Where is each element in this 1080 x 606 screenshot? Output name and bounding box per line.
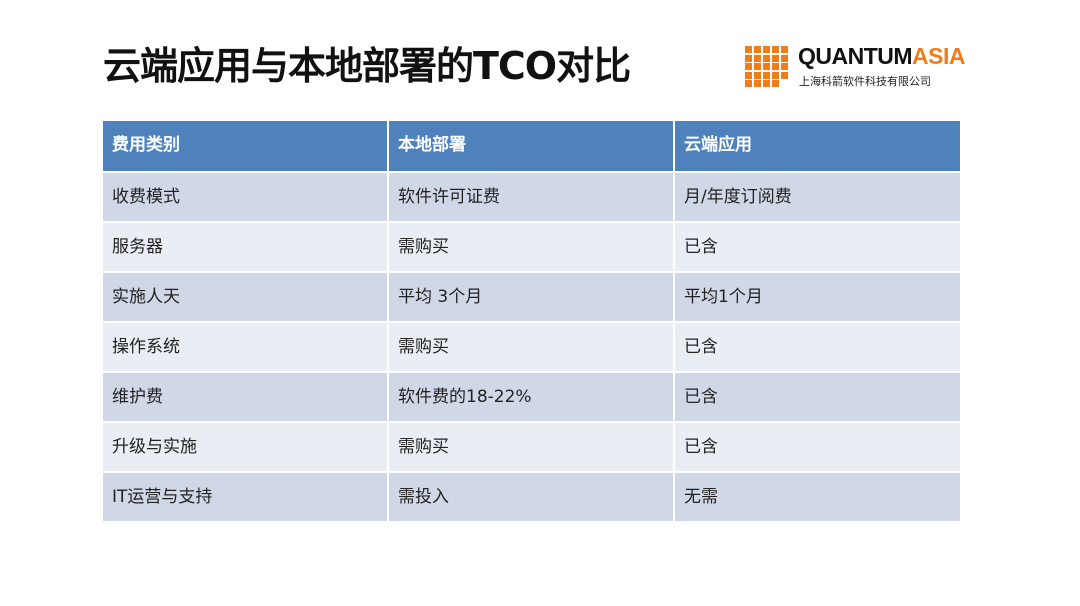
table-row: 实施人天 平均 3个月 平均1个月 — [103, 272, 960, 323]
logo-dot — [763, 63, 770, 70]
logo-dot — [745, 71, 752, 79]
table-header-row: 费用类别 本地部署 云端应用 — [103, 121, 960, 173]
logo-dot — [754, 46, 761, 53]
tco-comparison-table: 费用类别 本地部署 云端应用 收费模式 软件许可证费 月/年度订阅费 服务器 需… — [103, 121, 960, 523]
logo-dot — [763, 46, 770, 53]
table-cell: 收费模式 — [103, 172, 388, 223]
logo-dot — [781, 63, 788, 70]
table-cell: 需购买 — [387, 322, 674, 373]
table-cell: 需购买 — [387, 222, 674, 273]
logo-dot — [781, 46, 788, 53]
logo-dot — [745, 80, 752, 87]
logo-dot — [745, 63, 752, 70]
logo-dot — [754, 80, 761, 87]
table-cell: 实施人天 — [103, 272, 388, 323]
logo-grid-icon — [745, 46, 791, 88]
logo-dot — [754, 71, 761, 79]
logo-dot — [772, 71, 779, 79]
company-logo: QUANTUMASIA 上海科箭软件科技有限公司 — [745, 43, 965, 90]
table-cell: 无需 — [673, 472, 960, 523]
logo-dot — [754, 63, 761, 70]
logo-dot — [772, 46, 779, 53]
logo-dot — [772, 54, 779, 62]
logo-word-main: QUANTUM — [798, 43, 913, 69]
table-cell: 服务器 — [103, 222, 388, 273]
table-row: 服务器 需购买 已含 — [103, 222, 960, 273]
logo-dot — [763, 80, 770, 87]
table-cell: 需投入 — [387, 472, 674, 523]
logo-dot — [745, 46, 752, 53]
table-cell: 平均 3个月 — [387, 272, 674, 323]
logo-dot — [763, 54, 770, 62]
table-cell: 软件许可证费 — [387, 172, 674, 223]
logo-word-accent: ASIA — [912, 43, 965, 69]
table-cell: 已含 — [673, 322, 960, 373]
table-cell: 月/年度订阅费 — [673, 172, 960, 223]
logo-dot — [754, 54, 761, 62]
slide-title: 云端应用与本地部署的TCO对比 — [103, 44, 631, 88]
logo-subtitle: 上海科箭软件科技有限公司 — [799, 75, 931, 88]
table-cell: 已含 — [673, 422, 960, 473]
header-cell-cloud: 云端应用 — [673, 121, 960, 173]
table-row: IT运营与支持 需投入 无需 — [103, 472, 960, 523]
table-row: 操作系统 需购买 已含 — [103, 322, 960, 373]
table-cell: 升级与实施 — [103, 422, 388, 473]
logo-wordmark: QUANTUMASIA — [798, 43, 965, 70]
table-cell: 操作系统 — [103, 322, 388, 373]
table-cell: 已含 — [673, 222, 960, 273]
logo-dot — [781, 71, 788, 79]
table-cell: 软件费的18-22% — [387, 372, 674, 423]
header-cell-category: 费用类别 — [103, 121, 388, 173]
table-cell: 平均1个月 — [673, 272, 960, 323]
logo-dot — [772, 80, 779, 87]
header-cell-on-premise: 本地部署 — [387, 121, 674, 173]
table-cell: IT运营与支持 — [103, 472, 388, 523]
logo-dot — [772, 63, 779, 70]
logo-dot — [745, 54, 752, 62]
logo-dot — [781, 54, 788, 62]
table-row: 收费模式 软件许可证费 月/年度订阅费 — [103, 172, 960, 223]
table-row: 维护费 软件费的18-22% 已含 — [103, 372, 960, 423]
table-cell: 已含 — [673, 372, 960, 423]
table-cell: 维护费 — [103, 372, 388, 423]
table-cell: 需购买 — [387, 422, 674, 473]
logo-dot — [763, 71, 770, 79]
table-row: 升级与实施 需购买 已含 — [103, 422, 960, 473]
